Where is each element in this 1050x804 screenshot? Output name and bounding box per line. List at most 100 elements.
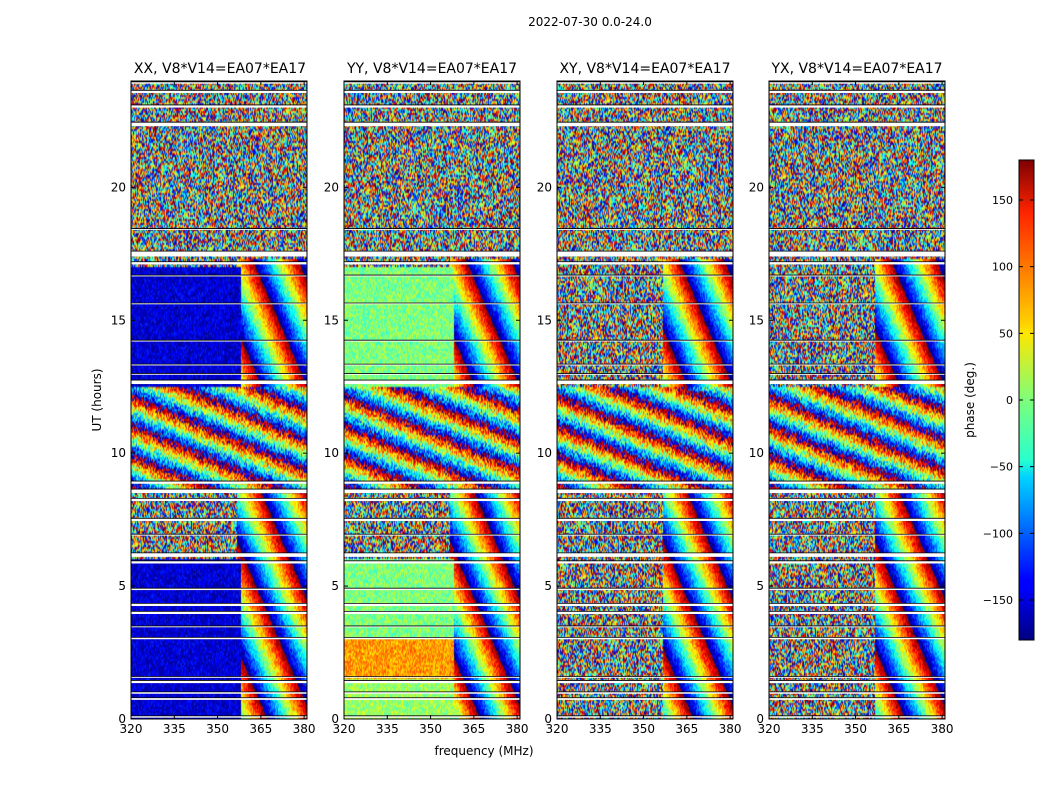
flagged-gap: [131, 560, 307, 564]
flagged-gap: [557, 228, 733, 230]
y-tick-label: 15: [324, 313, 339, 327]
x-tick-label: 365: [249, 722, 272, 736]
y-tick-label: 0: [544, 712, 552, 726]
y-tick-label: 5: [118, 579, 126, 593]
flagged-gap: [557, 380, 733, 385]
x-tick-label: 365: [887, 722, 910, 736]
flagged-gap: [557, 676, 733, 678]
flagged-gap: [131, 611, 307, 614]
flagged-gap: [769, 81, 945, 84]
flagged-gap: [344, 611, 520, 614]
panel-yx: YX, V8*V14=EA07*EA17 320 335 350 365 380 0 5 10…: [749, 61, 954, 736]
x-tick-label: 335: [589, 722, 612, 736]
flagged-gap: [344, 373, 520, 375]
flagged-gap: [344, 275, 520, 277]
plot-area: [557, 81, 733, 719]
flagged-gap: [769, 697, 945, 700]
flagged-gap: [557, 588, 733, 591]
flagged-gap: [344, 637, 520, 640]
flagged-gap: [344, 380, 520, 385]
x-tick-label: 380: [293, 722, 316, 736]
colorbar-tick-label: −100: [983, 527, 1013, 540]
flagged-gap: [769, 676, 945, 678]
y-tick-label: 10: [749, 446, 764, 460]
flagged-gap: [769, 625, 945, 628]
phase-heatmap-image: [769, 81, 945, 719]
flagged-gap: [557, 691, 733, 694]
y-tick-label: 0: [331, 712, 339, 726]
flagged-gap: [131, 691, 307, 694]
colorbar-ticks: −150 −100 −50 0 50 100 150: [983, 194, 1034, 607]
ticks: 320 335 350 365 380 0 5 10 15 20: [749, 81, 954, 736]
flagged-gap: [557, 552, 733, 557]
flagged-gap: [769, 380, 945, 385]
x-tick-label: 350: [419, 722, 442, 736]
plot-area: [344, 81, 520, 719]
plot-frame: [556, 80, 734, 720]
ticks: 320 335 350 365 380 0 5 10 15 20: [537, 81, 742, 736]
flagged-gap: [131, 715, 307, 718]
flagged-gap: [557, 715, 733, 718]
flagged-gap: [557, 680, 733, 684]
flagged-gap: [557, 364, 733, 366]
flagged-gap: [769, 251, 945, 257]
x-tick-label: 335: [163, 722, 186, 736]
y-tick-label: 10: [111, 446, 126, 460]
flagged-gap: [344, 603, 520, 607]
x-tick-label: 350: [206, 722, 229, 736]
y-tick-label: 10: [324, 446, 339, 460]
panel-xy: XY, V8*V14=EA07*EA17 320 335 350 365 380 0 5 10…: [537, 61, 742, 736]
colorbar-tick-label: 50: [999, 327, 1013, 340]
x-tick-label: 380: [719, 722, 742, 736]
flagged-gap: [131, 81, 307, 84]
x-tick-label: 350: [844, 722, 867, 736]
flagged-gap: [131, 498, 307, 502]
x-tick-label: 320: [758, 722, 781, 736]
phase-heatmap-image: [557, 81, 733, 719]
flagged-gap: [131, 340, 307, 342]
y-axis-label: UT (hours): [90, 368, 104, 431]
flagged-gap: [557, 261, 733, 265]
flagged-gap: [769, 104, 945, 108]
flagged-gap: [344, 261, 520, 265]
flagged-gap: [131, 364, 307, 366]
y-tick-label: 20: [749, 180, 764, 194]
flagged-gap: [131, 603, 307, 607]
flagged-gap: [769, 90, 945, 93]
plot-frame: [130, 80, 308, 720]
flagged-gap: [131, 588, 307, 591]
flagged-gap: [131, 680, 307, 684]
flagged-gap: [769, 498, 945, 502]
flagged-gap: [344, 625, 520, 628]
flagged-gap: [344, 489, 520, 494]
flagged-gap: [131, 637, 307, 640]
flagged-gap: [344, 228, 520, 230]
x-tick-label: 365: [462, 722, 485, 736]
y-tick-label: 5: [331, 579, 339, 593]
flagged-gap: [769, 588, 945, 591]
flagged-gap: [131, 697, 307, 700]
x-tick-label: 365: [675, 722, 698, 736]
flagged-gap: [131, 302, 307, 305]
colorbar-tick-label: −150: [983, 594, 1013, 607]
flagged-gap: [557, 489, 733, 494]
plot-area: [131, 81, 307, 719]
flagged-gap: [557, 90, 733, 93]
colorbar-tick-label: 0: [1006, 394, 1013, 407]
flagged-gap: [769, 364, 945, 366]
flagged-gap: [557, 603, 733, 607]
flagged-gap: [131, 676, 307, 678]
colorbar-tick-label: 100: [992, 261, 1013, 274]
flagged-gap: [131, 489, 307, 494]
flagged-gap: [131, 534, 307, 536]
y-tick-label: 20: [537, 180, 552, 194]
flagged-gap: [131, 104, 307, 108]
phase-heatmap-image: [131, 81, 307, 719]
flagged-gap: [769, 302, 945, 305]
colorbar-tick-label: 150: [992, 194, 1013, 207]
flagged-gap: [557, 481, 733, 484]
flagged-gap: [131, 251, 307, 257]
panel-title: XX, V8*V14=EA07*EA17: [134, 61, 306, 77]
flagged-gap: [557, 122, 733, 127]
